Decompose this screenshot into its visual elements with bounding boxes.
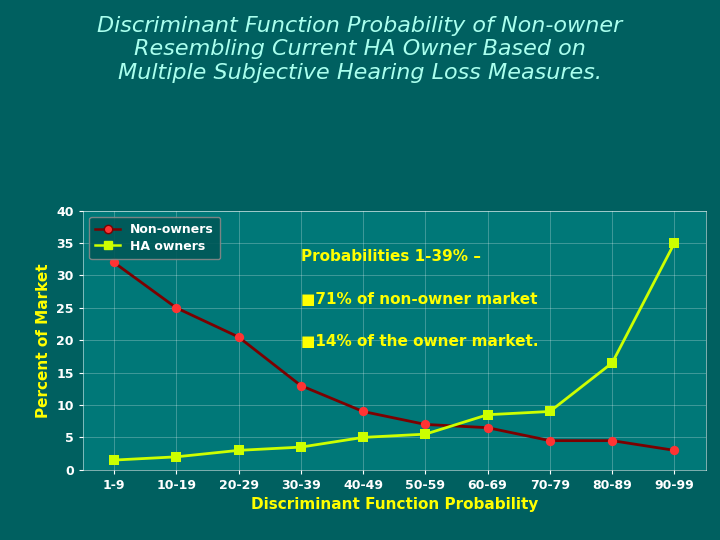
Point [233, 333, 244, 341]
Point [420, 430, 431, 438]
Point [233, 446, 244, 455]
Point [357, 433, 369, 442]
Point [171, 303, 182, 312]
Text: Probabilities 1-39% –: Probabilities 1-39% – [301, 249, 481, 265]
Point [295, 443, 307, 451]
Point [171, 453, 182, 461]
X-axis label: Discriminant Function Probability: Discriminant Function Probability [251, 497, 538, 512]
Point [482, 410, 493, 419]
Text: Discriminant Function Probability of Non-owner
Resembling Current HA Owner Based: Discriminant Function Probability of Non… [97, 16, 623, 83]
Point [669, 239, 680, 247]
Legend: Non-owners, HA owners: Non-owners, HA owners [89, 217, 220, 259]
Point [295, 381, 307, 390]
Y-axis label: Percent of Market: Percent of Market [36, 263, 50, 417]
Text: ■71% of non-owner market: ■71% of non-owner market [301, 292, 537, 307]
Text: ■14% of the owner market.: ■14% of the owner market. [301, 334, 539, 349]
Point [482, 423, 493, 432]
Point [420, 420, 431, 429]
Point [108, 258, 120, 267]
Point [357, 407, 369, 416]
Point [606, 436, 618, 445]
Point [544, 407, 556, 416]
Point [544, 436, 556, 445]
Point [108, 456, 120, 464]
Point [669, 446, 680, 455]
Point [606, 359, 618, 367]
